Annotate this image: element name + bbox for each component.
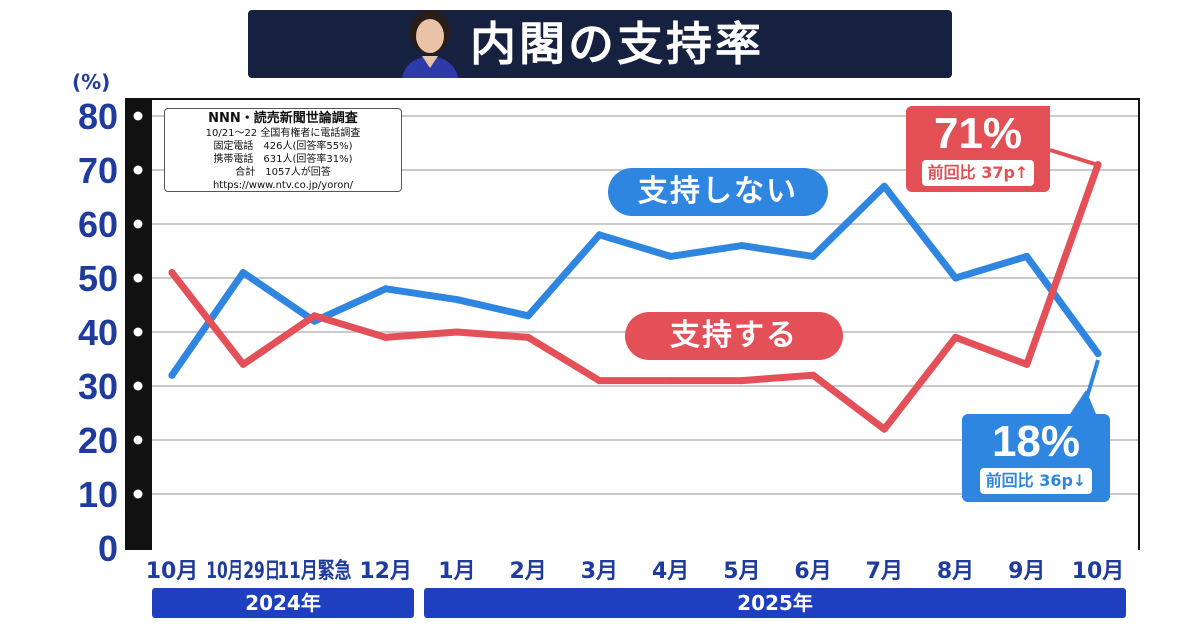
source-line-3: 固定電話 426人(回答率55%) xyxy=(213,141,353,152)
y-tick-label: 20 xyxy=(78,420,118,461)
source-line-1: NNN・読売新聞世論調査 xyxy=(208,111,358,126)
x-tick-label: 1月 xyxy=(438,559,475,584)
data-point xyxy=(667,252,675,260)
data-point xyxy=(453,296,461,304)
data-point xyxy=(382,285,390,293)
y-axis-dot xyxy=(133,111,143,121)
y-tick-label: 80 xyxy=(78,96,118,137)
x-tick-label: 9月 xyxy=(1008,559,1045,584)
source-line-2: 10/21～22 全国有権者に電話調査 xyxy=(205,128,361,139)
series-label-support: 支持する xyxy=(625,312,843,360)
y-tick-label: 70 xyxy=(78,150,118,191)
y-axis-ticks: 0 10 20 30 40 50 60 70 80 xyxy=(78,96,118,569)
data-point xyxy=(382,333,390,341)
source-line-6: https://www.ntv.co.jp/yoron/ xyxy=(212,180,354,191)
callout-not-support-value: 18% xyxy=(991,417,1081,466)
y-axis-dot xyxy=(133,381,143,391)
y-axis-dot xyxy=(133,435,143,445)
x-tick-label: 7月 xyxy=(866,559,903,584)
title-bar xyxy=(248,10,952,78)
line-support xyxy=(168,161,1102,433)
callout-support: 71% 前回比 37p↑ xyxy=(906,106,1050,192)
data-point xyxy=(880,425,888,433)
data-point xyxy=(239,269,247,277)
data-point xyxy=(595,231,603,239)
callout-support-change: 前回比 37p↑ xyxy=(921,160,1035,186)
y-tick-label: 40 xyxy=(78,312,118,353)
source-line-4: 携帯電話 631人(回答率31%) xyxy=(213,154,353,165)
data-point xyxy=(738,377,746,385)
year-band-2024: 2024年 xyxy=(152,588,414,618)
callout-support-value: 71% xyxy=(933,109,1023,158)
callout-tail-not-support xyxy=(1070,390,1096,414)
source-line-5: 合計 1057人が回答 xyxy=(235,167,331,178)
y-axis-dot xyxy=(133,489,143,499)
x-tick-label: 2月 xyxy=(509,559,546,584)
x-tick-label: 8月 xyxy=(937,559,974,584)
source-note: NNN・読売新聞世論調査 10/21～22 全国有権者に電話調査 固定電話 42… xyxy=(164,108,402,192)
data-point xyxy=(524,333,532,341)
data-point xyxy=(1023,252,1031,260)
y-axis-dot xyxy=(133,327,143,337)
y-axis-unit: (%) xyxy=(72,70,111,94)
data-point xyxy=(1023,360,1031,368)
data-point xyxy=(667,377,675,385)
y-axis-dot xyxy=(133,273,143,283)
data-point xyxy=(524,312,532,320)
x-tick-label: 6月 xyxy=(794,559,831,584)
y-axis-dots xyxy=(133,111,143,499)
x-tick-label: 10月 xyxy=(146,559,199,584)
callout-pointer-support xyxy=(1049,148,1099,167)
y-axis-dot xyxy=(133,165,143,175)
data-point xyxy=(880,182,888,190)
portrait-image xyxy=(402,10,458,78)
data-point xyxy=(453,328,461,336)
data-point xyxy=(595,377,603,385)
series-lines xyxy=(168,161,1102,433)
y-tick-label: 30 xyxy=(78,366,118,407)
data-point xyxy=(809,252,817,260)
x-tick-label: 10月 xyxy=(1072,559,1125,584)
data-point xyxy=(239,360,247,368)
y-tick-label: 50 xyxy=(78,258,118,299)
data-point xyxy=(952,333,960,341)
callout-not-support-change: 前回比 36p↓ xyxy=(979,468,1093,494)
y-tick-label: 10 xyxy=(78,474,118,515)
year-band-2025: 2025年 xyxy=(424,588,1126,618)
x-tick-label: 10月29日 xyxy=(206,559,280,584)
x-tick-label: 4月 xyxy=(652,559,689,584)
x-tick-label: 11月緊急 xyxy=(277,558,351,584)
data-point xyxy=(168,269,176,277)
x-tick-label: 5月 xyxy=(723,559,760,584)
data-point xyxy=(168,371,176,379)
x-tick-label: 3月 xyxy=(581,559,618,584)
y-tick-label: 0 xyxy=(98,528,118,569)
series-label-not-support: 支持しない xyxy=(608,168,828,216)
data-point xyxy=(952,274,960,282)
y-axis-dot xyxy=(133,219,143,229)
callout-not-support: 18% 前回比 36p↓ xyxy=(962,414,1110,502)
y-tick-label: 60 xyxy=(78,204,118,245)
data-point xyxy=(809,371,817,379)
data-point xyxy=(738,242,746,250)
data-point xyxy=(310,312,318,320)
chart-title: 内閣の支持率 xyxy=(470,17,764,71)
data-point xyxy=(1094,350,1102,358)
x-tick-label: 12月 xyxy=(359,559,412,584)
